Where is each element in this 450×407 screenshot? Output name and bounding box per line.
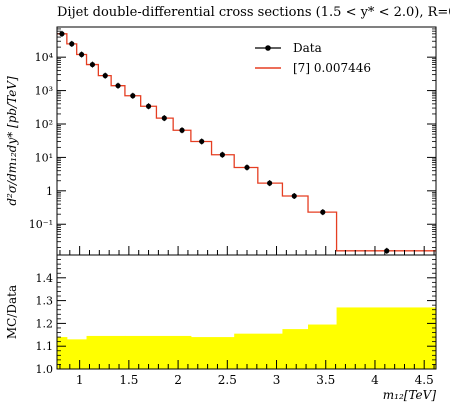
data-point <box>384 248 390 254</box>
data-point <box>161 115 167 121</box>
ratio-plot <box>56 254 437 370</box>
ratio-band-bin <box>86 335 126 369</box>
y-axis-label: d²σ/dm₁₂dy* [pb/TeV] <box>5 76 19 206</box>
ratio-band-bin <box>66 339 88 369</box>
x-tick-label: 2.5 <box>218 373 237 387</box>
x-tick-label: 2 <box>174 373 182 387</box>
data-point <box>59 31 65 37</box>
ratio-axis-label: MC/Data <box>5 285 19 339</box>
chart-title: Dijet double-differential cross sections… <box>57 5 450 20</box>
data-point <box>130 93 136 99</box>
x-tick-label: 3 <box>273 373 281 387</box>
x-axis-label: m₁₂[TeV] <box>383 388 437 402</box>
legend-data-label: Data <box>293 41 322 55</box>
ratio-band-bin <box>282 329 309 369</box>
x-tick-label: 4 <box>371 373 379 387</box>
data-point <box>145 103 152 109</box>
data-point <box>115 83 121 89</box>
data-point <box>179 127 185 133</box>
y-tick-label: 10⁴ <box>35 51 54 64</box>
ratio-band-bin <box>336 307 437 369</box>
axis-labels: 1 1.5 2 2.5 3 3.5 4 4.5 10⁴ 10³ 10² 10¹ 1 10⁻¹ 1.0 1.1 1… <box>5 41 436 402</box>
y-tick-label-ratio: 1.1 <box>36 340 54 353</box>
y-tick-label: 10³ <box>35 85 53 98</box>
data-point <box>267 180 273 186</box>
mc-step-line <box>57 33 436 252</box>
data-point <box>199 138 205 145</box>
data-point <box>79 51 85 58</box>
main-frame <box>56 26 437 256</box>
legend-mc-label: [7] 0.007446 <box>293 61 371 75</box>
x-tick-label: 1.5 <box>119 373 138 387</box>
main-plot <box>56 26 437 256</box>
y-tick-label: 1 <box>46 185 53 198</box>
y-tick-label-ratio: 1.3 <box>36 295 54 308</box>
y-tick-label-ratio: 1.0 <box>36 363 54 376</box>
y-tick-label: 10² <box>35 118 53 131</box>
y-tick-label: 10⁻¹ <box>29 218 53 231</box>
y-tick-label: 10¹ <box>35 151 53 164</box>
data-point <box>320 209 326 215</box>
ratio-band-bin <box>57 337 68 369</box>
data-point <box>89 61 96 68</box>
y-tick-label-ratio: 1.4 <box>36 272 54 285</box>
data-point <box>102 73 108 79</box>
legend-data-marker <box>265 45 271 51</box>
data-point <box>244 164 250 171</box>
x-tick-label: 3.5 <box>316 373 335 387</box>
data-point <box>219 152 225 158</box>
ratio-band-bin <box>234 333 283 369</box>
x-tick-label: 4.5 <box>415 373 434 387</box>
data-point <box>291 193 297 199</box>
y-tick-label-ratio: 1.2 <box>36 317 54 330</box>
x-tick-label: 1 <box>76 373 84 387</box>
ratio-band-bin <box>308 324 338 369</box>
ratio-band-bin <box>124 335 192 369</box>
data-point <box>69 41 75 47</box>
